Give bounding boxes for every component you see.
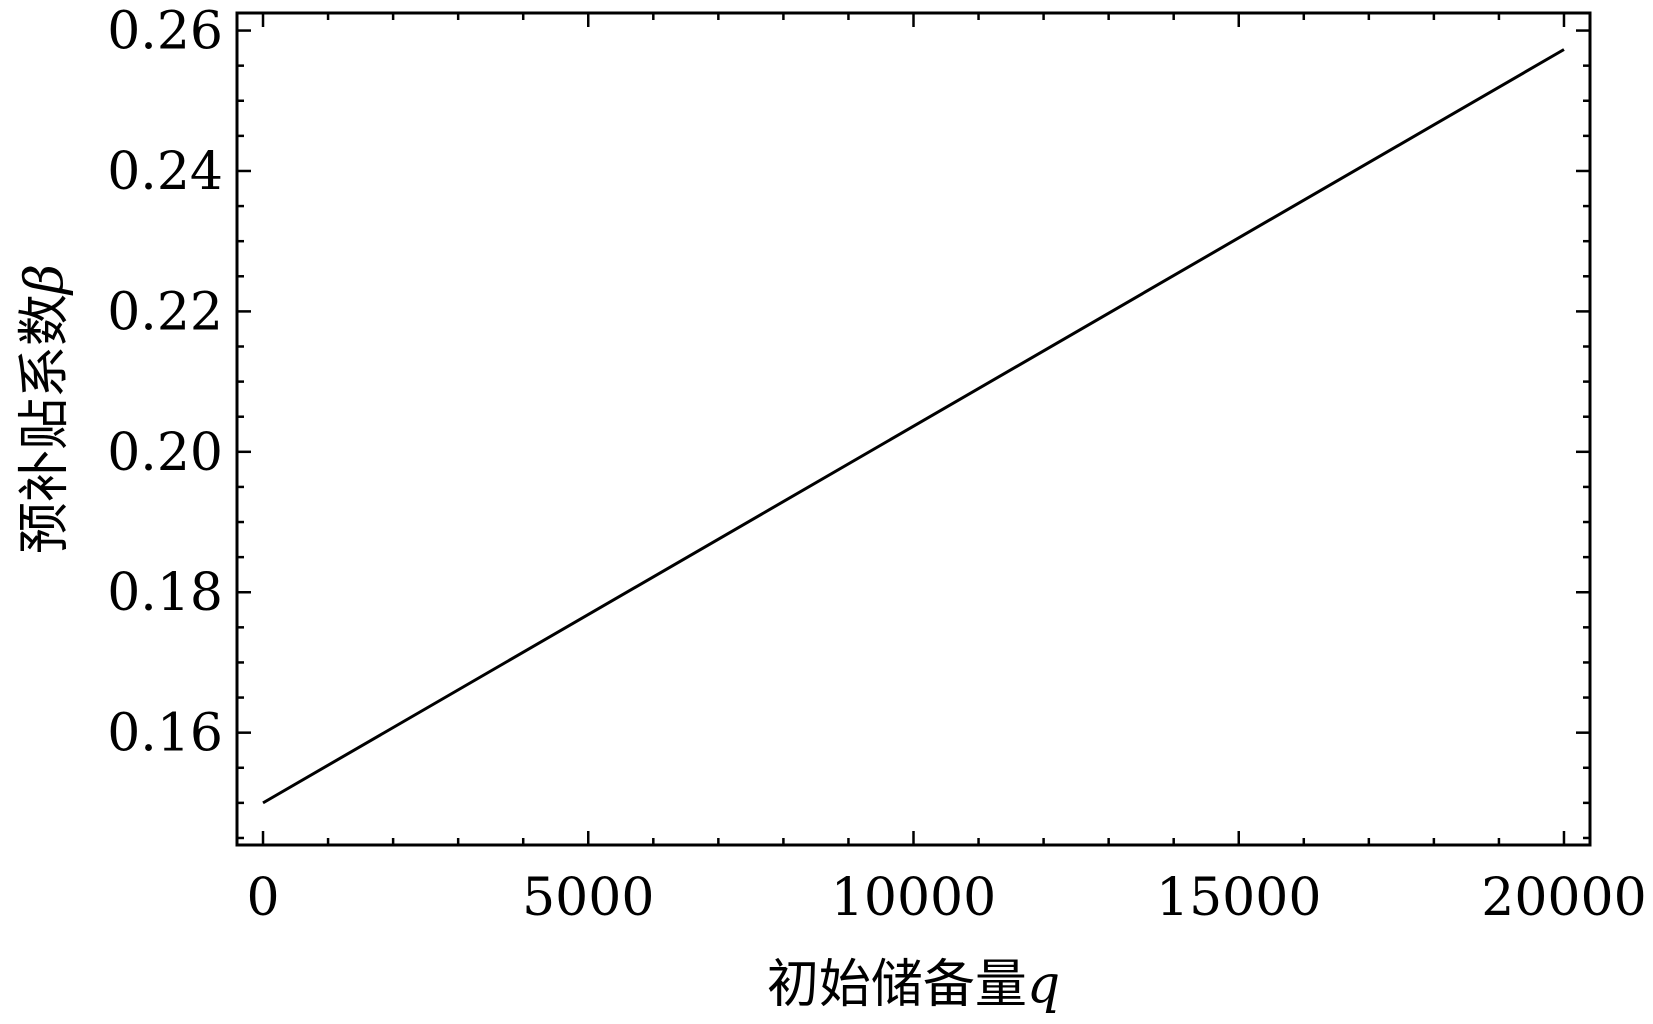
x-tick-label: 0 xyxy=(246,868,279,928)
x-axis-title-text: 初始储备量 xyxy=(767,955,1027,1015)
y-axis-title-text: 预补贴系数 xyxy=(15,294,75,554)
y-tick-label: 0.20 xyxy=(107,423,223,483)
minor-ticks xyxy=(237,13,1590,845)
y-tick-label: 0.22 xyxy=(107,282,223,342)
y-axis-title: 预补贴系数β xyxy=(15,264,75,554)
y-axis-ticks: 0.16 0.18 0.20 0.22 0.24 0.26 xyxy=(107,2,1590,764)
x-tick-label: 10000 xyxy=(831,868,996,928)
y-axis-title-symbol: β xyxy=(15,264,75,296)
x-axis-title: 初始储备量q xyxy=(767,955,1060,1015)
y-tick-label: 0.16 xyxy=(107,704,223,764)
x-axis-title-symbol: q xyxy=(1027,955,1060,1015)
x-axis-ticks: 0 5000 10000 15000 20000 xyxy=(246,13,1647,928)
series-group xyxy=(262,48,1565,805)
y-tick-label: 0.24 xyxy=(107,142,223,202)
x-tick-label: 5000 xyxy=(522,868,654,928)
y-tick-label: 0.18 xyxy=(107,563,223,623)
x-tick-label: 15000 xyxy=(1156,868,1321,928)
y-tick-label: 0.26 xyxy=(107,2,223,62)
plot-frame xyxy=(235,11,1592,847)
x-tick-label: 20000 xyxy=(1481,868,1646,928)
series-line-0 xyxy=(262,48,1565,805)
